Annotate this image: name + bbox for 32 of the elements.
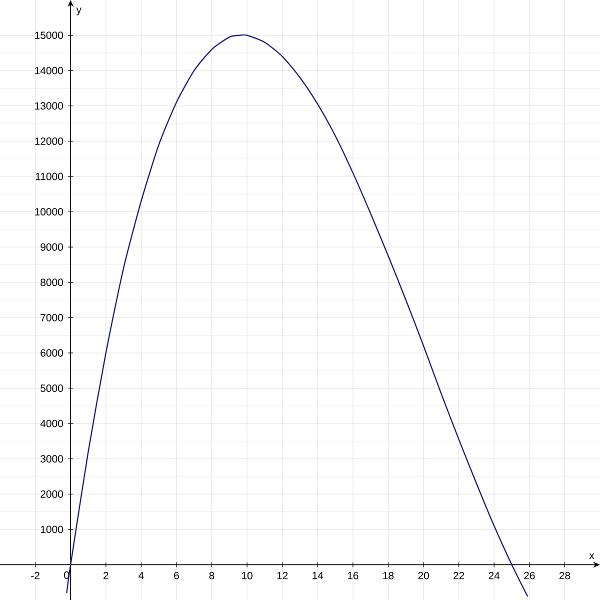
y-tick-label: 2000 (40, 490, 63, 498)
y-tick-label: 4000 (40, 420, 63, 428)
x-tick-label: 2 (104, 572, 108, 580)
x-tick-label: 18 (383, 572, 394, 580)
x-tick-label: -2 (31, 572, 40, 580)
x-tick-label: 6 (174, 572, 179, 580)
x-tick-label: 4 (138, 572, 144, 580)
y-tick-label: 13000 (35, 102, 63, 110)
x-tick-label: 20 (418, 572, 429, 580)
x-tick-label: 28 (559, 572, 570, 580)
x-tick-label: 26 (524, 572, 535, 580)
y-tick-label: 15000 (35, 32, 63, 39)
y-tick-label: 9000 (40, 243, 63, 251)
y-tick-label: 12000 (35, 137, 63, 145)
y-tick-label: 11000 (36, 172, 63, 180)
x-axis-title: x (589, 554, 594, 560)
y-tick-label: 6000 (40, 349, 63, 357)
y-tick-label: 5000 (40, 384, 63, 392)
x-tick-label: 16 (348, 572, 358, 580)
y-tick-label: 3000 (40, 455, 63, 463)
y-tick-label: 8000 (40, 278, 63, 286)
x-tick-label: 12 (277, 572, 288, 580)
y-tick-label: 14000 (35, 66, 63, 74)
y-tick-label: 7000 (40, 314, 63, 322)
x-tick-label: 8 (209, 572, 214, 580)
x-tick-label: 24 (488, 572, 500, 580)
y-tick-label: 10000 (35, 208, 63, 216)
x-tick-label: 14 (312, 572, 324, 580)
y-axis-title: y (76, 8, 82, 16)
x-tick-label: 22 (454, 572, 464, 580)
y-tick-label: 1000 (40, 526, 63, 534)
x-tick-label: 10 (242, 572, 252, 580)
